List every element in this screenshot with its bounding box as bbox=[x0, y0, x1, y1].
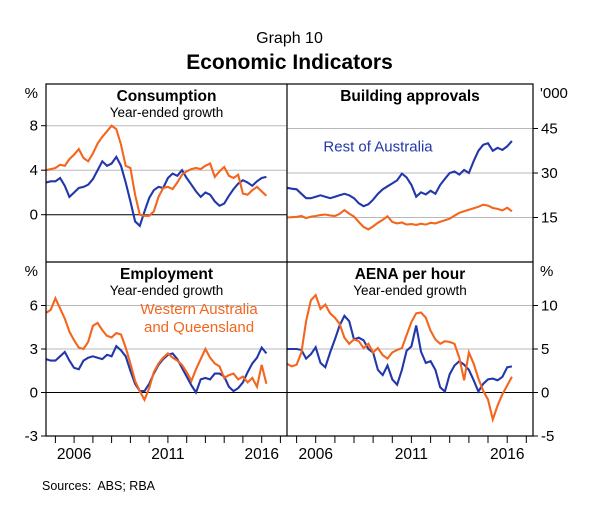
employment-wa-qld-line bbox=[45, 295, 268, 403]
panel-subtitle-employment: Year-ended growth bbox=[110, 283, 224, 298]
y-tick-label: 30 bbox=[541, 165, 558, 182]
y-tick-label: 6 bbox=[30, 298, 38, 315]
y-tick-label: 10 bbox=[541, 298, 558, 315]
x-tick-label: 2006 bbox=[298, 446, 332, 463]
axis-unit-label: % bbox=[540, 263, 553, 280]
panel-title-consumption: Consumption bbox=[117, 88, 217, 105]
panel-title-aena-per-hour: AENA per hour bbox=[355, 266, 466, 283]
y-tick-label: 4 bbox=[30, 162, 38, 179]
x-tick-label: 2011 bbox=[395, 446, 428, 463]
y-tick-label: 3 bbox=[30, 341, 38, 358]
y-tick-label: 45 bbox=[541, 121, 558, 138]
sources-note: Sources: ABS; RBA bbox=[42, 479, 161, 493]
series-label: Western Australia bbox=[140, 301, 258, 318]
aena-per-hour-wa-qld-line bbox=[286, 293, 513, 424]
y-tick-label: 0 bbox=[30, 207, 38, 224]
consumption-rest-of-australia-line bbox=[45, 154, 267, 228]
aena-per-hour-rest-of-australia-line bbox=[287, 314, 513, 394]
x-tick-label: 2006 bbox=[57, 446, 91, 463]
x-tick-label: 2016 bbox=[244, 446, 278, 463]
plot-border bbox=[45, 83, 534, 437]
graph-number: Graph 10 bbox=[256, 30, 323, 47]
axis-unit-label: % bbox=[25, 85, 38, 102]
y-tick-label: 5 bbox=[541, 341, 549, 358]
y-tick-label: 0 bbox=[541, 385, 549, 402]
panel-title-building-approvals: Building approvals bbox=[340, 88, 480, 105]
graph-title: Economic Indicators bbox=[186, 51, 393, 74]
axis-unit-label: % bbox=[25, 263, 38, 280]
plot-frame: 2006 2011 2016 2006 2011 2016 bbox=[45, 83, 534, 463]
panel-subtitle-aena-per-hour: Year-ended growth bbox=[353, 283, 467, 298]
sources-value: ABS; RBA bbox=[97, 479, 156, 493]
series-label: and Queensland bbox=[144, 319, 254, 336]
y-tick-label: 0 bbox=[30, 385, 38, 402]
panel-building-approvals: Building approvals Rest of Australia 15 30 4… bbox=[286, 85, 568, 231]
building-approvals-wa-qld-line bbox=[286, 203, 513, 231]
x-tick-label: 2011 bbox=[151, 446, 184, 463]
y-tick-label: -3 bbox=[25, 428, 38, 445]
building-approvals-rest-of-australia-line bbox=[286, 140, 513, 208]
x-tick-label: 2016 bbox=[490, 446, 524, 463]
panel-title-employment: Employment bbox=[120, 266, 213, 283]
y-tick-label: 15 bbox=[541, 210, 558, 227]
consumption-wa-qld-line bbox=[45, 124, 268, 217]
y-tick-label: 8 bbox=[30, 118, 38, 135]
sources-label: Sources: bbox=[42, 479, 92, 493]
y-tick-label: -5 bbox=[541, 428, 554, 445]
series-label: Rest of Australia bbox=[323, 139, 433, 156]
panel-subtitle-consumption: Year-ended growth bbox=[110, 105, 224, 120]
axis-unit-label: '000 bbox=[540, 85, 568, 102]
